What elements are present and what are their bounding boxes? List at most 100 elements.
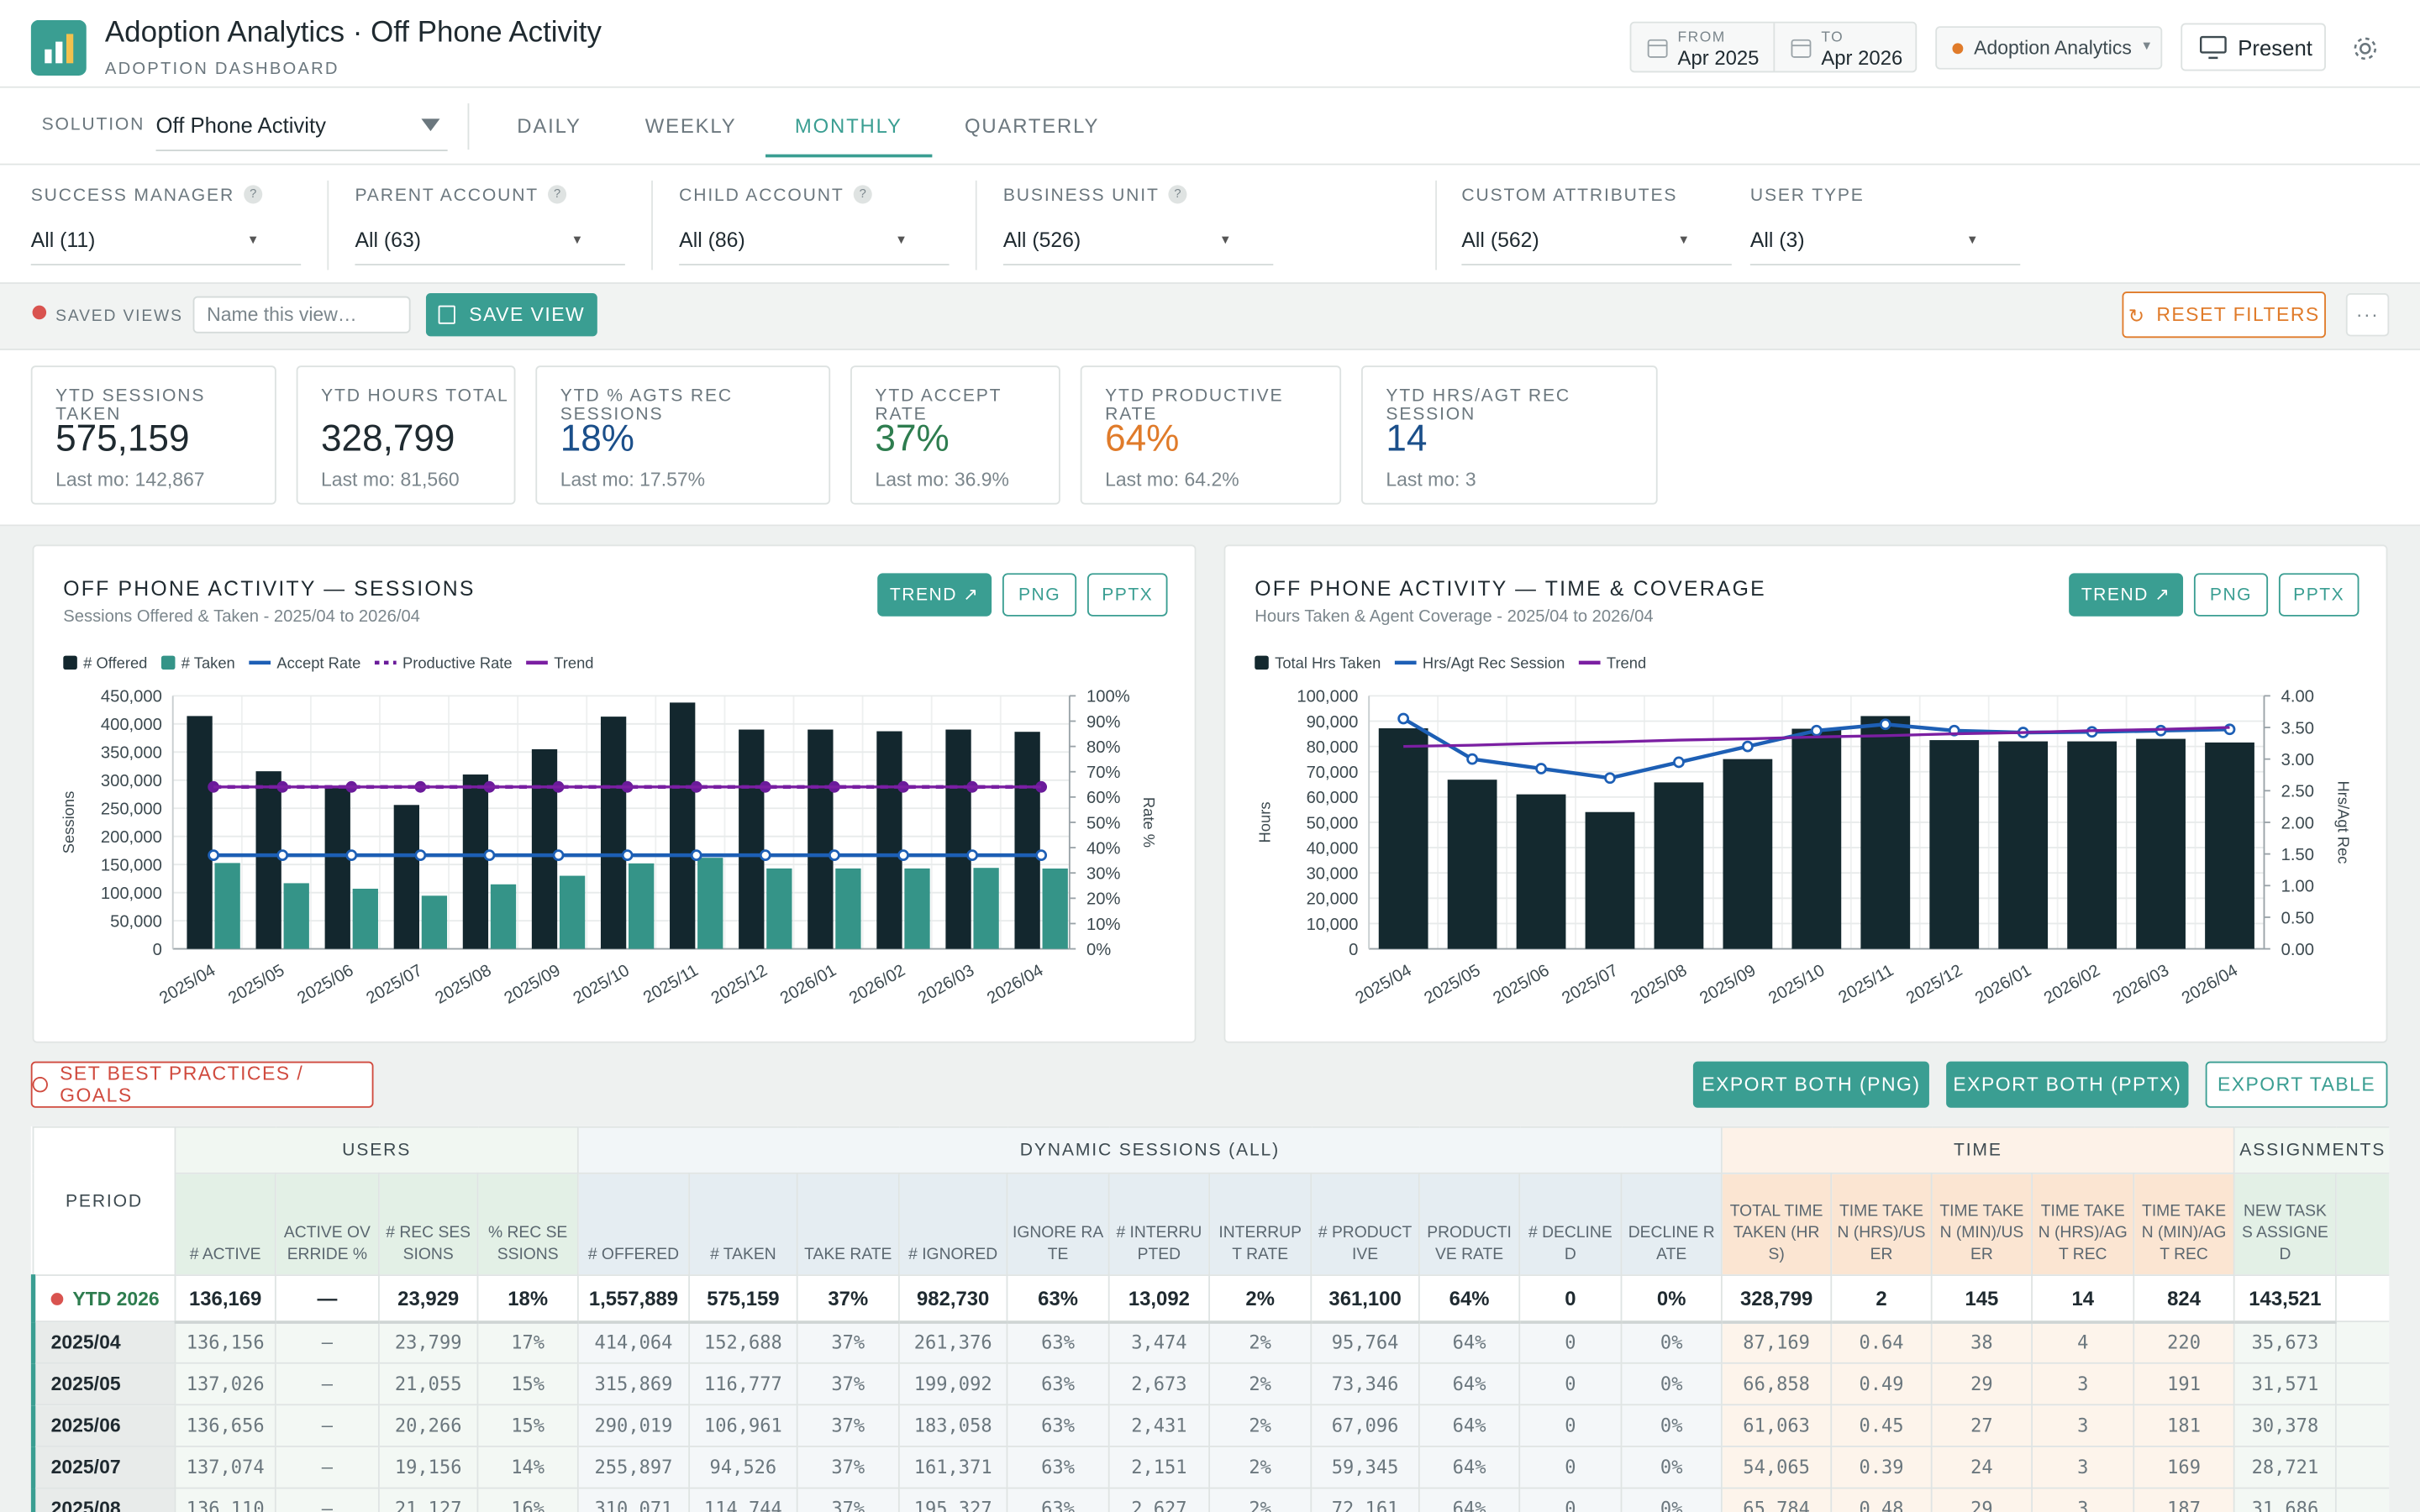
x-tick-label: 2025/12 [1903, 961, 1965, 1008]
period-tab[interactable]: MONTHLY [794, 113, 902, 138]
chart-button-label[interactable]: PNG [1018, 585, 1060, 604]
table-cell: 67,096 [1310, 1404, 1420, 1447]
y2-tick-label: 30% [1086, 865, 1120, 884]
column-header: TIME TAKEN (HRS)/AGT REC [2031, 1172, 2135, 1276]
filter-value: All (562) [1461, 228, 1539, 252]
more-button[interactable]: ··· [2345, 292, 2390, 337]
kpi-last: Last mo: 36.9% [875, 469, 1009, 491]
column-header: DECLINE RATE [1620, 1172, 1723, 1276]
goals-button[interactable]: SET BEST PRACTICES / GOALS [30, 1061, 374, 1108]
x-tick-label: 2026/04 [984, 961, 1046, 1008]
table-cell: 0 [1518, 1446, 1623, 1489]
chart-button[interactable] [2278, 573, 2360, 617]
period-tab[interactable]: DAILY [517, 113, 581, 138]
table-cell: 137,074 [174, 1446, 276, 1489]
chart-title: OFF PHONE ACTIVITY — SESSIONS [63, 578, 475, 601]
y2-axis-label: Hrs/Agt Rec [2335, 780, 2353, 864]
chart-button-label[interactable]: PPTX [2293, 585, 2344, 604]
y2-tick-label: 70% [1086, 764, 1120, 782]
table-cell: 255,897 [576, 1446, 691, 1489]
filter-value: All (63) [355, 228, 421, 252]
legend-swatch [63, 655, 77, 670]
active-tab-underline [765, 154, 933, 158]
bar [1791, 728, 1842, 949]
chart-button[interactable] [2193, 573, 2269, 617]
export-button[interactable]: EXPORT BOTH (PPTX) [1946, 1061, 2189, 1108]
column-header: # DECLINED [1518, 1172, 1623, 1276]
period-label: 2025/04 [50, 1331, 121, 1353]
column-header: IGNORE RATE [1006, 1172, 1110, 1276]
table-cell: 0 [1518, 1404, 1623, 1447]
present-button[interactable]: Present [2181, 23, 2326, 71]
line-point [1535, 763, 1547, 774]
filter[interactable]: CHILD ACCOUNT? All (86) ▼ [679, 165, 950, 283]
page-subtitle: ADOPTION DASHBOARD [104, 60, 339, 79]
y2-tick-label: 1.00 [2281, 878, 2314, 896]
chart-button[interactable] [2069, 573, 2184, 617]
workspace-select[interactable]: Adoption Analytics ▼ [1935, 26, 2163, 70]
reset-filters-button[interactable]: ↻ RESET FILTERS [2122, 291, 2326, 339]
saved-views-label: SAVED VIEWS [55, 307, 183, 326]
group-header: TIME [1721, 1126, 2235, 1174]
settings-icon[interactable] [2352, 35, 2378, 61]
y2-tick-label: 90% [1086, 713, 1120, 732]
y-tick-label: 20,000 [1307, 890, 1359, 909]
export-button[interactable]: EXPORT TABLE [2205, 1061, 2388, 1108]
table-cell: 16% [476, 1487, 579, 1512]
table-cell: 37% [796, 1446, 900, 1489]
help-icon: ? [853, 185, 872, 204]
filter[interactable]: CUSTOM ATTRIBUTES All (562) ▼ [1461, 165, 1732, 283]
save-view-button[interactable]: SAVE VIEW [425, 292, 597, 337]
chart-button-label[interactable]: TREND ↗ [890, 585, 980, 604]
table-cell: 21,055 [378, 1362, 479, 1406]
table-cell: 65,784 [1721, 1487, 1833, 1512]
bar [697, 858, 723, 949]
filter[interactable]: SUCCESS MANAGER? All (11) ▼ [30, 165, 302, 283]
bar [1516, 794, 1566, 949]
solution-select[interactable]: Off Phone Activity [155, 113, 448, 152]
filter[interactable]: USER TYPE All (3) ▼ [1749, 165, 2021, 283]
line-point [897, 849, 909, 862]
line-point [690, 849, 702, 862]
filter[interactable]: BUSINESS UNIT? All (526) ▼ [1002, 165, 1274, 283]
table-cell: 0.45 [1830, 1404, 1933, 1447]
divider [975, 180, 977, 270]
chart-button[interactable] [877, 573, 992, 617]
view-name-input[interactable]: Name this view… [192, 296, 411, 333]
chart-button[interactable] [1002, 573, 1077, 617]
date-range[interactable]: FROM Apr 2025 TO Apr 2026 [1629, 21, 1918, 73]
y2-tick-label: 60% [1086, 789, 1120, 807]
table-cell: 824 [2133, 1274, 2235, 1324]
filter[interactable]: PARENT ACCOUNT? All (63) ▼ [355, 165, 625, 283]
export-label: EXPORT BOTH (PNG) [1702, 1074, 1921, 1096]
bar [1447, 780, 1497, 949]
table-cell: 19,156 [378, 1446, 479, 1489]
kpi-card: YTD % AGTS REC SESSIONS 18% Last mo: 17.57… [535, 365, 831, 505]
table-cell: 31,571 [2233, 1362, 2337, 1406]
filter-label: CUSTOM ATTRIBUTES [1461, 186, 1678, 206]
filter-value: All (3) [1749, 228, 1805, 252]
line-point [621, 849, 634, 862]
table-cell: 59,345 [1310, 1446, 1420, 1489]
table-cell: 261,376 [897, 1320, 1008, 1364]
period-tab[interactable]: WEEKLY [644, 113, 737, 138]
period-tab[interactable]: QUARTERLY [964, 113, 1100, 138]
x-tick-label: 2026/03 [915, 961, 977, 1008]
column-header: TIME TAKEN (MIN)/USER [1930, 1172, 2033, 1276]
table-cell: 23,929 [378, 1274, 479, 1324]
nav-bar: SOLUTION Off Phone Activity DAILY WEEKLY M… [0, 87, 2420, 165]
chart-button[interactable] [1086, 573, 1168, 617]
table-cell [2335, 1446, 2390, 1489]
underline [30, 264, 302, 265]
table-cell: 0 [1518, 1487, 1623, 1512]
chart-button-label[interactable]: PPTX [1102, 585, 1153, 604]
period-label: 2025/06 [50, 1415, 121, 1437]
table-cell: 63% [1006, 1404, 1110, 1447]
chart-button-label[interactable]: PNG [2210, 585, 2252, 604]
chart-button-label[interactable]: TREND ↗ [2081, 585, 2171, 604]
export-button[interactable]: EXPORT BOTH (PNG) [1692, 1061, 1929, 1108]
bar [600, 717, 627, 949]
export-label: EXPORT TABLE [2217, 1074, 2376, 1096]
y-axis-label: Hours [1256, 801, 1274, 843]
kpi-row: YTD SESSIONS TAKEN 575,159 Last mo: 142,86… [0, 349, 2420, 527]
